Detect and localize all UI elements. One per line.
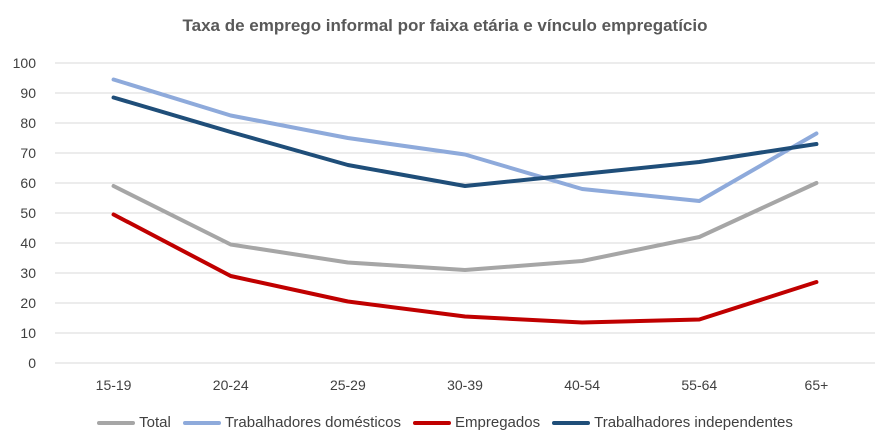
x-tick-label: 30-39 — [447, 377, 483, 393]
y-tick-label: 90 — [20, 85, 36, 101]
y-tick-label: 70 — [20, 145, 36, 161]
x-tick-label: 65+ — [805, 377, 829, 393]
legend-item: Empregados — [413, 414, 540, 431]
series-line-total — [111, 181, 819, 272]
legend-swatch — [97, 420, 136, 425]
legend-item: Total — [97, 414, 171, 431]
series-line-empregados — [111, 212, 819, 325]
legend-label: Trabalhadores independentes — [594, 414, 793, 431]
y-tick-label: 0 — [28, 355, 36, 371]
legend-label: Empregados — [455, 414, 541, 431]
y-tick-label: 10 — [20, 325, 36, 341]
y-tick-label: 100 — [13, 55, 37, 71]
y-tick-label: 30 — [20, 265, 36, 281]
legend-item: Trabalhadores domésticos — [182, 414, 402, 431]
y-tick-label: 20 — [20, 295, 36, 311]
legend-item: Trabalhadores independentes — [552, 414, 793, 431]
y-tick-label: 40 — [20, 235, 36, 251]
legend-swatch — [552, 420, 591, 425]
x-tick-label: 40-54 — [564, 377, 600, 393]
chart-title: Taxa de emprego informal por faixa etári… — [182, 16, 708, 35]
legend-swatch — [413, 420, 452, 425]
y-tick-label: 60 — [20, 175, 36, 191]
series-line-trabalhadores-independentes — [111, 95, 819, 188]
y-tick-label: 80 — [20, 115, 36, 131]
x-tick-label: 15-19 — [96, 377, 132, 393]
legend-label: Total — [139, 414, 171, 431]
legend: Total Trabalhadores domésticos Empregados T… — [0, 414, 890, 431]
y-tick-label: 50 — [20, 205, 36, 221]
legend-swatch — [182, 420, 221, 425]
legend-label: Trabalhadores domésticos — [224, 414, 402, 431]
series-line-trabalhadores-domésticos — [111, 77, 819, 203]
x-tick-label: 55-64 — [681, 377, 717, 393]
x-tick-label: 25-29 — [330, 377, 366, 393]
plot-area: 0 10 20 30 40 50 60 70 80 90 100 15-19 20-24 25-29 30-… — [13, 55, 875, 393]
x-tick-label: 20-24 — [213, 377, 249, 393]
